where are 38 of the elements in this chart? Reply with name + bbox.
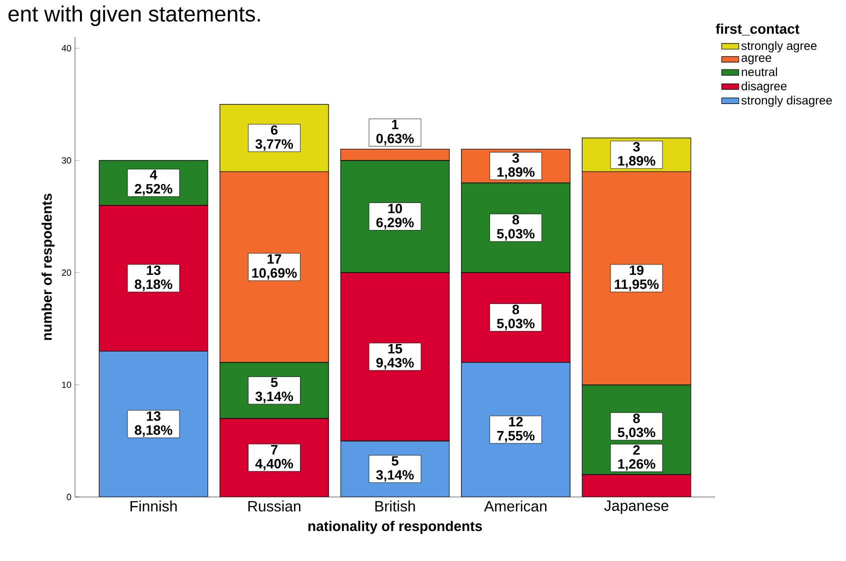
x-tick-label: Russian xyxy=(248,500,300,512)
y-tick-label: 10 xyxy=(62,382,72,388)
y-axis-title: number of respodents xyxy=(42,194,55,340)
x-tick-label: Finnish xyxy=(130,500,177,512)
data-label: 1 0,63% xyxy=(376,120,414,146)
data-label: 8 5,03% xyxy=(497,214,535,240)
data-label: 8 5,03% xyxy=(497,304,535,330)
legend-label: strongly agree xyxy=(741,41,817,52)
x-tick-label: Japanese xyxy=(604,500,668,514)
data-label: 3 1,89% xyxy=(618,142,656,168)
data-label: 5 3,14% xyxy=(255,378,294,404)
legend-label: agree xyxy=(742,55,772,64)
y-tick-label: 40 xyxy=(62,45,72,52)
data-label: 4 2,52% xyxy=(134,170,172,196)
data-label: 7 4,40% xyxy=(255,445,294,470)
legend-label: neutral xyxy=(742,67,777,76)
x-axis-title: nationality of respondents xyxy=(308,520,482,534)
chart-title: ent with given statements. xyxy=(8,6,260,26)
data-label: 2 1,26% xyxy=(618,445,656,471)
legend-title: first_contact xyxy=(716,24,800,36)
y-tick-label: 30 xyxy=(62,157,72,164)
data-label: 17 10,69% xyxy=(252,254,297,280)
data-label: 13 8,18% xyxy=(134,411,172,437)
data-label: 15 9,43% xyxy=(376,344,414,370)
y-tick-label: 20 xyxy=(62,269,72,276)
x-tick-label: British xyxy=(375,500,415,512)
data-label: 3 1,89% xyxy=(497,153,535,179)
data-label: 10 6,29% xyxy=(376,204,414,230)
data-label: 6 3,77% xyxy=(255,125,294,151)
x-tick-label: American xyxy=(484,500,546,512)
data-label: 19 11,95% xyxy=(614,265,659,291)
data-label: 13 8,18% xyxy=(134,265,172,291)
data-label: 12 7,55% xyxy=(497,416,535,442)
legend-label: strongly disagree xyxy=(741,96,832,107)
y-tick-label: 0 xyxy=(66,494,72,500)
legend-label: disagree xyxy=(742,82,787,93)
data-label: 5 3,14% xyxy=(376,456,414,482)
data-label: 8 5,03% xyxy=(618,414,656,440)
